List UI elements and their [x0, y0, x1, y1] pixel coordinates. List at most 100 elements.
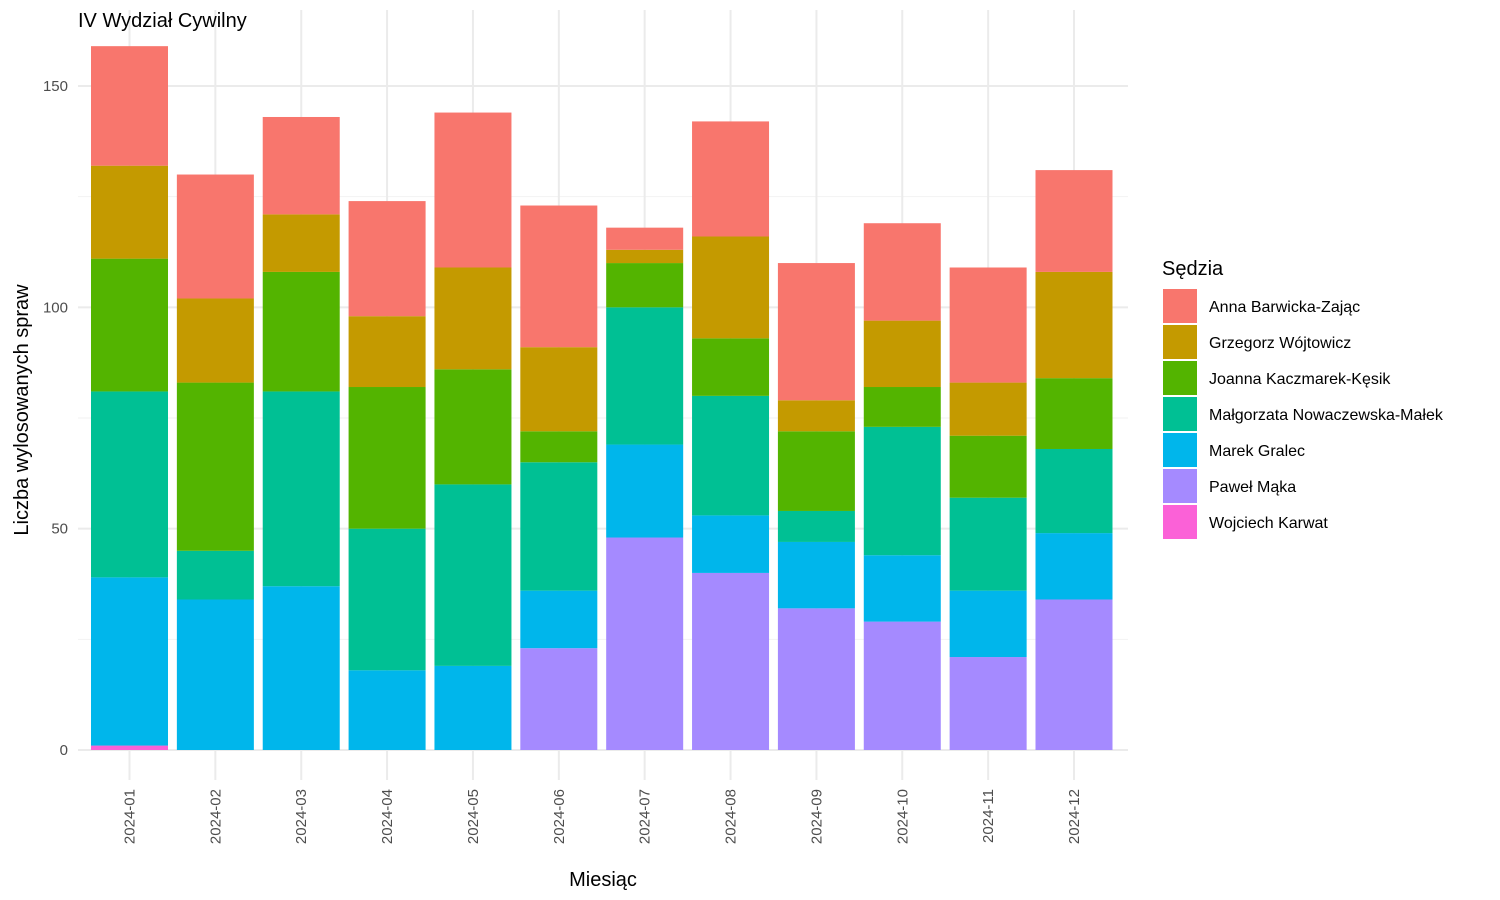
- bar-segment: [606, 263, 684, 308]
- y-tick-label: 150: [43, 78, 68, 95]
- bar-segment: [1035, 533, 1113, 600]
- legend-swatch: [1163, 361, 1197, 395]
- legend-label: Paweł Mąka: [1209, 479, 1296, 496]
- x-tick-label: 2024-10: [894, 789, 911, 844]
- bar-segment: [606, 249, 684, 264]
- legend-swatch: [1163, 469, 1197, 503]
- bar-segment: [520, 431, 598, 463]
- legend-item: Grzegorz Wójtowicz: [1163, 325, 1351, 359]
- legend-swatch: [1163, 505, 1197, 539]
- x-tick-label: 2024-05: [465, 789, 482, 844]
- bar-segment: [348, 528, 426, 671]
- x-tick-label: 2024-02: [207, 789, 224, 844]
- bar-segment: [520, 648, 598, 750]
- bar-segment: [949, 382, 1027, 436]
- legend-items: Anna Barwicka-Zając Grzegorz Wójtowicz Joa…: [1163, 289, 1444, 539]
- bar-segment: [434, 484, 512, 666]
- bar-segment: [692, 395, 770, 516]
- bar-segment: [1035, 271, 1113, 379]
- bar-segment: [606, 307, 684, 445]
- legend-label: Anna Barwicka-Zając: [1209, 299, 1360, 316]
- bar-segment: [262, 391, 340, 587]
- bar-segment: [1035, 378, 1113, 449]
- x-tick-label: 2024-06: [551, 789, 568, 844]
- bar-segment: [777, 608, 855, 750]
- bar-segment: [777, 263, 855, 401]
- bar-segment: [176, 298, 254, 383]
- bar-segment: [949, 657, 1027, 750]
- bar-segment: [434, 112, 512, 268]
- legend-item: Paweł Mąka: [1163, 469, 1296, 503]
- legend-item: Małgorzata Nowaczewska-Małek: [1163, 397, 1444, 431]
- bar-segment: [262, 214, 340, 272]
- bar-segment: [176, 599, 254, 750]
- x-tick-label: 2024-01: [122, 789, 139, 844]
- legend-swatch: [1163, 289, 1197, 323]
- bar-segment: [520, 347, 598, 432]
- bar-segment: [606, 227, 684, 250]
- bar-segment: [606, 444, 684, 538]
- x-tick-label: 2024-03: [293, 789, 310, 844]
- legend-item: Wojciech Karwat: [1163, 505, 1328, 539]
- legend-label: Marek Gralec: [1209, 443, 1305, 460]
- bar-segment: [863, 621, 941, 750]
- bar-segment: [348, 201, 426, 317]
- bar-segment: [91, 258, 168, 392]
- legend-item: Marek Gralec: [1163, 433, 1305, 467]
- bar-segment: [1035, 170, 1113, 272]
- bar-segment: [348, 316, 426, 388]
- bar-segment: [863, 555, 941, 622]
- bars: [91, 46, 1113, 750]
- bar-segment: [91, 577, 168, 746]
- bar-segment: [91, 165, 168, 259]
- bar-segment: [262, 586, 340, 750]
- bar-segment: [1035, 599, 1113, 750]
- bar-segment: [1035, 448, 1113, 534]
- legend: Sędzia Anna Barwicka-Zając Grzegorz Wójto…: [1162, 258, 1444, 539]
- bar-segment: [348, 670, 426, 750]
- legend-swatch: [1163, 325, 1197, 359]
- bar-segment: [262, 116, 340, 215]
- bar-segment: [520, 590, 598, 649]
- bar-segment: [520, 462, 598, 591]
- bar-segment: [777, 510, 855, 542]
- legend-label: Grzegorz Wójtowicz: [1209, 335, 1351, 352]
- bar-segment: [692, 121, 770, 237]
- bar-segment: [949, 435, 1027, 498]
- bar-segment: [606, 537, 684, 750]
- legend-item: Anna Barwicka-Zając: [1163, 289, 1360, 323]
- x-axis-ticks: 2024-01 2024-02 2024-03 2024-04 2024-05 2024-…: [122, 789, 1084, 844]
- y-tick-label: 100: [43, 299, 68, 316]
- x-tick-label: 2024-08: [723, 789, 740, 844]
- x-axis-title: Miesiąc: [569, 869, 637, 891]
- legend-label: Małgorzata Nowaczewska-Małek: [1209, 407, 1444, 424]
- bar-segment: [863, 320, 941, 388]
- bar-segment: [348, 387, 426, 529]
- bar-segment: [777, 541, 855, 609]
- bar-segment: [863, 387, 941, 427]
- bar-segment: [692, 338, 770, 396]
- chart-title: IV Wydział Cywilny: [78, 10, 247, 32]
- bar-segment: [262, 271, 340, 392]
- bar-segment: [91, 745, 168, 750]
- legend-label: Joanna Kaczmarek-Kęsik: [1209, 371, 1391, 388]
- x-tick-label: 2024-12: [1066, 789, 1083, 844]
- x-tick-label: 2024-04: [379, 789, 396, 844]
- bar-segment: [949, 497, 1027, 591]
- y-tick-label: 50: [51, 521, 68, 538]
- x-tick-label: 2024-09: [808, 789, 825, 844]
- bar-segment: [434, 267, 512, 370]
- bar-segment: [91, 391, 168, 578]
- bar-segment: [520, 205, 598, 348]
- legend-label: Wojciech Karwat: [1209, 515, 1328, 532]
- bar-segment: [434, 665, 512, 750]
- bar-segment: [176, 550, 254, 600]
- bar-segment: [692, 572, 770, 750]
- bar-segment: [91, 46, 168, 166]
- x-tick-label: 2024-07: [637, 789, 654, 844]
- bar-segment: [949, 267, 1027, 383]
- bar-segment: [176, 382, 254, 551]
- legend-swatch: [1163, 433, 1197, 467]
- y-tick-label: 0: [60, 742, 68, 759]
